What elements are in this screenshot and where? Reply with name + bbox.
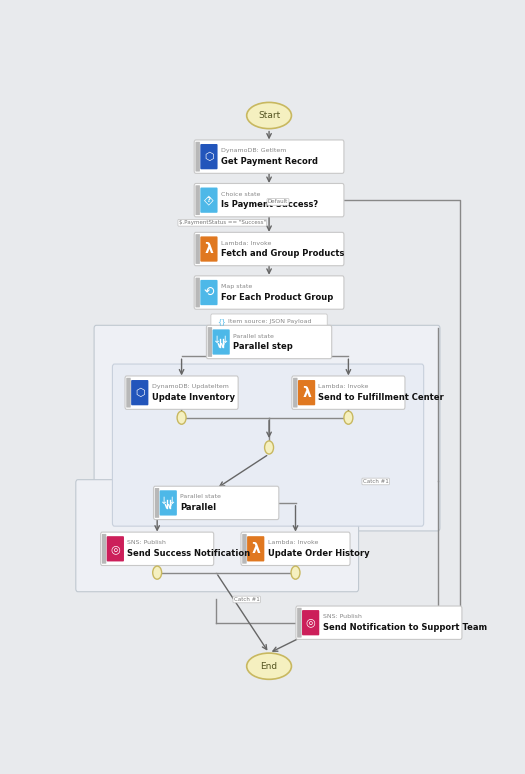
Circle shape — [177, 411, 186, 424]
Circle shape — [153, 566, 162, 579]
Text: Lambda: Invoke: Lambda: Invoke — [221, 241, 271, 245]
Text: SNS: Publish: SNS: Publish — [322, 615, 361, 619]
Text: $.PaymentStatus == "Success": $.PaymentStatus == "Success" — [179, 221, 266, 225]
Text: ?: ? — [207, 197, 211, 203]
Text: SNS: Publish: SNS: Publish — [127, 540, 166, 546]
FancyBboxPatch shape — [194, 276, 344, 310]
FancyBboxPatch shape — [195, 142, 200, 172]
Text: Catch #1: Catch #1 — [363, 479, 388, 484]
FancyBboxPatch shape — [207, 327, 212, 357]
Text: Parallel: Parallel — [180, 503, 216, 512]
FancyBboxPatch shape — [302, 610, 319, 635]
FancyBboxPatch shape — [153, 486, 279, 519]
FancyBboxPatch shape — [213, 330, 230, 354]
FancyBboxPatch shape — [112, 364, 424, 526]
Text: Fetch and Group Products: Fetch and Group Products — [221, 249, 344, 259]
FancyBboxPatch shape — [195, 234, 200, 264]
FancyBboxPatch shape — [194, 140, 344, 173]
Text: Start: Start — [258, 111, 280, 120]
FancyBboxPatch shape — [126, 378, 131, 408]
FancyBboxPatch shape — [201, 144, 217, 170]
Circle shape — [265, 441, 274, 454]
FancyBboxPatch shape — [298, 380, 315, 406]
Text: Send Success Notification: Send Success Notification — [127, 549, 250, 558]
FancyBboxPatch shape — [194, 183, 344, 217]
FancyBboxPatch shape — [195, 278, 200, 307]
Text: λ: λ — [205, 242, 213, 256]
Text: Lambda: Invoke: Lambda: Invoke — [268, 540, 318, 546]
Text: Parallel step: Parallel step — [233, 342, 293, 351]
Text: ◎: ◎ — [110, 544, 120, 554]
Ellipse shape — [247, 102, 291, 128]
FancyBboxPatch shape — [101, 532, 214, 566]
Text: Update Order History: Update Order History — [268, 549, 369, 558]
FancyBboxPatch shape — [131, 380, 149, 406]
Text: Catch #1: Catch #1 — [234, 597, 259, 602]
FancyBboxPatch shape — [155, 488, 159, 518]
Text: Choice state: Choice state — [221, 192, 260, 197]
Ellipse shape — [247, 653, 291, 680]
Text: Default: Default — [268, 200, 288, 204]
Text: Parallel state: Parallel state — [180, 495, 221, 499]
FancyBboxPatch shape — [94, 325, 440, 531]
Text: Map state: Map state — [221, 284, 252, 289]
FancyBboxPatch shape — [297, 608, 302, 638]
FancyBboxPatch shape — [292, 376, 405, 409]
Circle shape — [344, 411, 353, 424]
FancyBboxPatch shape — [160, 490, 177, 515]
FancyBboxPatch shape — [125, 376, 238, 409]
Text: End: End — [260, 662, 278, 671]
Text: DynamoDB: UpdateItem: DynamoDB: UpdateItem — [152, 384, 228, 389]
FancyBboxPatch shape — [201, 280, 217, 305]
FancyBboxPatch shape — [206, 325, 332, 358]
Text: ⬡: ⬡ — [204, 152, 214, 162]
Text: Is Payment Success?: Is Payment Success? — [221, 200, 318, 210]
FancyBboxPatch shape — [241, 532, 350, 566]
Text: λ: λ — [302, 385, 311, 399]
FancyBboxPatch shape — [201, 236, 217, 262]
Text: Parallel state: Parallel state — [233, 334, 274, 338]
Text: ◇: ◇ — [204, 194, 214, 207]
FancyBboxPatch shape — [102, 534, 106, 563]
Text: Lambda: Invoke: Lambda: Invoke — [319, 384, 369, 389]
Text: Get Payment Record: Get Payment Record — [221, 157, 318, 166]
Text: DynamoDB: GetItem: DynamoDB: GetItem — [221, 148, 286, 153]
Text: ↓↓: ↓↓ — [160, 496, 176, 506]
FancyBboxPatch shape — [194, 232, 344, 265]
Text: ⟲: ⟲ — [204, 286, 214, 299]
Circle shape — [291, 566, 300, 579]
Text: Update Inventory: Update Inventory — [152, 393, 235, 402]
Text: Send Notification to Support Team: Send Notification to Support Team — [322, 623, 487, 632]
Text: Send to Fulfillment Center: Send to Fulfillment Center — [319, 393, 444, 402]
FancyBboxPatch shape — [242, 534, 247, 563]
FancyBboxPatch shape — [247, 536, 265, 561]
FancyBboxPatch shape — [195, 185, 200, 215]
Text: ◎: ◎ — [306, 618, 316, 628]
FancyBboxPatch shape — [211, 314, 327, 330]
Text: Item source: JSON Payload: Item source: JSON Payload — [228, 319, 312, 324]
Text: ↓↓: ↓↓ — [213, 335, 229, 345]
Text: {}: {} — [217, 318, 226, 325]
FancyBboxPatch shape — [296, 606, 462, 639]
FancyBboxPatch shape — [293, 378, 298, 408]
FancyBboxPatch shape — [76, 480, 359, 591]
Text: For Each Product Group: For Each Product Group — [221, 293, 333, 302]
FancyBboxPatch shape — [201, 187, 217, 213]
FancyBboxPatch shape — [107, 536, 124, 561]
Text: ⬡: ⬡ — [135, 388, 144, 398]
Text: λ: λ — [251, 542, 260, 556]
